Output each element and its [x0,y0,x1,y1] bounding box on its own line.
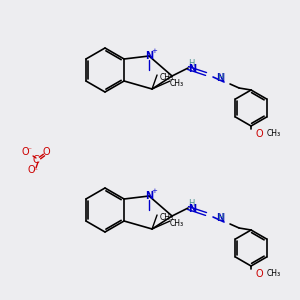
Text: O: O [255,129,263,139]
Text: +: + [151,188,157,194]
Text: CH₃: CH₃ [170,218,184,227]
Text: N: N [188,64,196,74]
Text: CH₃: CH₃ [170,79,184,88]
Text: CH₃: CH₃ [160,73,174,82]
Text: O: O [27,165,35,175]
Text: N: N [216,213,224,223]
Text: H: H [217,212,223,221]
Text: C: C [33,155,39,165]
Text: CH₃: CH₃ [267,269,281,278]
Text: N: N [145,191,153,201]
Text: O: O [255,269,263,279]
Text: O: O [42,147,50,157]
Text: +: + [151,48,157,54]
Text: ·⁻: ·⁻ [32,168,38,174]
Text: O: O [21,147,29,157]
Text: CH₃: CH₃ [160,212,174,221]
Text: H: H [188,199,194,208]
Text: CH₃: CH₃ [267,130,281,139]
Text: N: N [188,204,196,214]
Text: N: N [216,73,224,83]
Text: ·⁻: ·⁻ [26,147,32,153]
Text: H: H [188,58,194,68]
Text: N: N [145,51,153,61]
Text: H: H [217,73,223,82]
